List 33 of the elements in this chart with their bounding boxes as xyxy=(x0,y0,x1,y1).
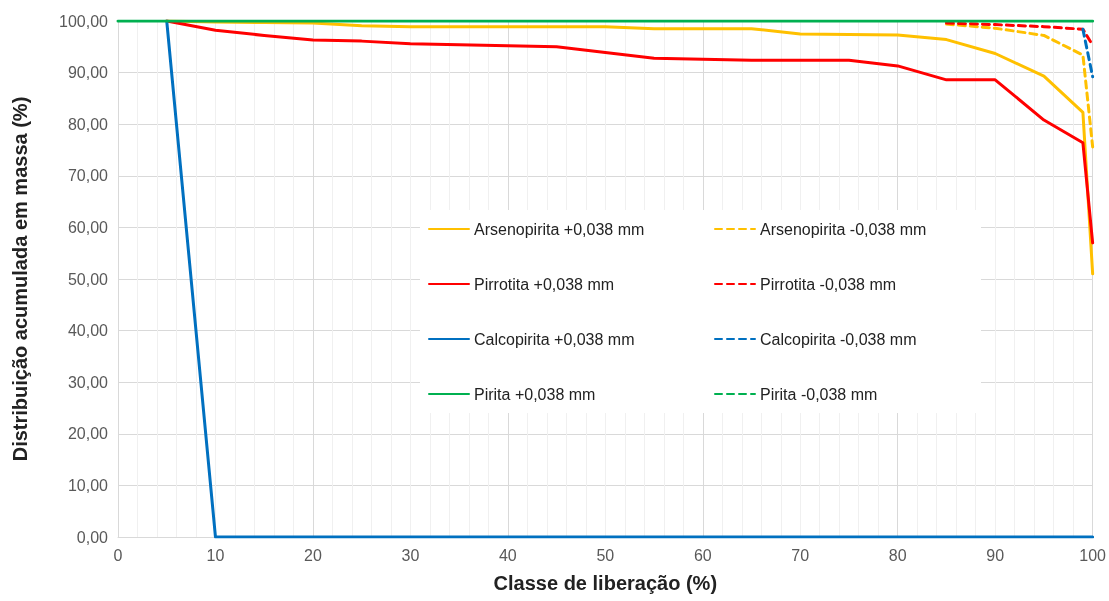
x-tick-label: 40 xyxy=(498,546,517,564)
x-tick-label: 80 xyxy=(888,546,907,564)
legend-label: Pirrotita -0,038 mm xyxy=(760,275,897,293)
y-tick-label: 100,00 xyxy=(59,12,109,30)
y-tick-label: 60,00 xyxy=(67,218,109,236)
y-tick-label: 90,00 xyxy=(67,64,109,82)
y-axis-title: Distribuição acumulada em massa (%) xyxy=(9,96,31,462)
x-tick-label: 90 xyxy=(986,546,1005,564)
y-tick-label: 40,00 xyxy=(67,322,109,340)
legend-label: Calcopirita +0,038 mm xyxy=(474,330,635,348)
x-tick-label: 20 xyxy=(304,546,322,564)
y-tick-label: 10,00 xyxy=(67,476,109,494)
x-tick-label: 10 xyxy=(206,546,225,564)
y-tick-label: 30,00 xyxy=(67,373,109,391)
legend-label: Pirita +0,038 mm xyxy=(474,385,596,403)
x-tick-label: 60 xyxy=(693,546,712,564)
y-tick-label: 0,00 xyxy=(76,528,109,546)
line-series xyxy=(944,22,1095,149)
y-tick-label: 80,00 xyxy=(67,115,109,133)
x-tick-label: 30 xyxy=(401,546,420,564)
x-axis-title: Classe de liberação (%) xyxy=(493,572,718,594)
x-tick-label: 50 xyxy=(596,546,615,564)
legend-label: Arsenopirita +0,038 mm xyxy=(474,220,645,238)
x-tick-label: 70 xyxy=(791,546,810,564)
legend-label: Calcopirita -0,038 mm xyxy=(760,330,917,348)
y-tick-label: 50,00 xyxy=(67,270,109,288)
legend-label: Pirita -0,038 mm xyxy=(760,385,878,403)
x-tick-label: 0 xyxy=(113,546,123,564)
y-tick-label: 20,00 xyxy=(67,425,109,443)
legend-label: Arsenopirita -0,038 mm xyxy=(760,220,927,238)
y-tick-label: 70,00 xyxy=(67,167,109,185)
x-tick-label: 100 xyxy=(1079,546,1107,564)
legend-label: Pirrotita +0,038 mm xyxy=(474,275,615,293)
